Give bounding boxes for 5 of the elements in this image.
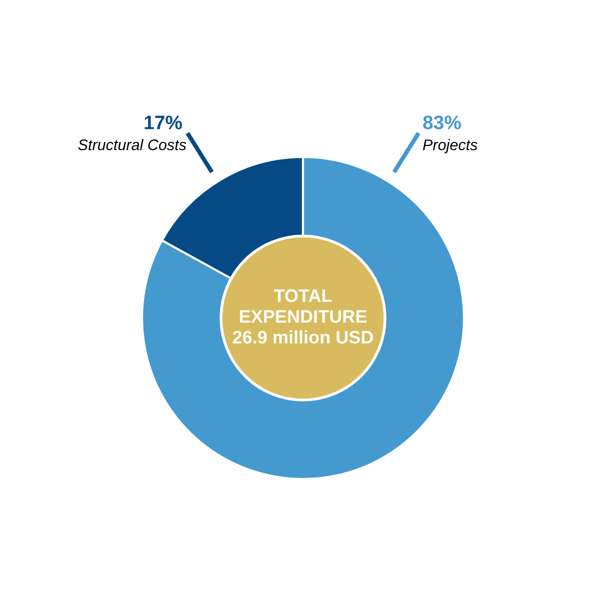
slice-label: Projects — [422, 139, 478, 154]
data-label: 83% — [423, 116, 461, 130]
data-label: 17% — [144, 116, 182, 130]
slice-label: Structural Costs — [78, 139, 186, 150]
text: TOTAL EXPENDITURE 26.9 million USD — [232, 289, 373, 344]
